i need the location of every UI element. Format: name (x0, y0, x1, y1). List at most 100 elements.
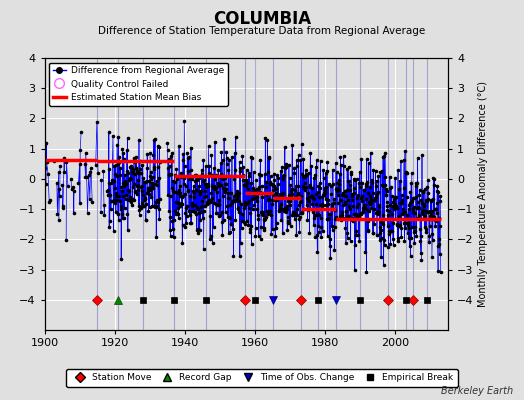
Point (316, 158, 325, 164)
Point (216, 212, 224, 218)
Point (172, 165, 181, 172)
Point (362, 181, 370, 187)
Point (336, 217, 345, 223)
Point (307, 163, 315, 169)
Point (257, 236, 265, 242)
Point (416, 238, 424, 245)
Point (126, 175, 135, 182)
Point (427, 208, 435, 214)
Point (268, 181, 277, 188)
Point (236, 168, 244, 174)
Point (266, 181, 275, 187)
Point (179, 157, 187, 163)
Point (253, 186, 261, 192)
Point (177, 174, 185, 180)
Point (105, 224, 113, 230)
Point (348, 215, 357, 221)
Point (337, 162, 345, 168)
Point (436, 223, 444, 229)
Point (181, 210, 189, 216)
Point (401, 170, 410, 176)
Point (180, 181, 188, 187)
Point (289, 211, 297, 218)
Point (264, 169, 272, 175)
Point (298, 140, 306, 147)
Point (249, 194, 257, 201)
Point (150, 181, 159, 188)
Point (256, 171, 265, 178)
Point (337, 197, 345, 203)
Point (220, 136, 228, 142)
Point (304, 198, 312, 204)
Point (129, 181, 138, 187)
Point (395, 222, 403, 229)
Point (199, 157, 208, 163)
Point (225, 195, 234, 202)
Point (250, 191, 258, 198)
Point (316, 202, 324, 208)
Point (186, 208, 194, 214)
Point (277, 216, 285, 223)
Point (223, 161, 231, 167)
Point (294, 183, 302, 189)
Point (281, 144, 289, 151)
Point (343, 166, 352, 172)
Point (220, 217, 228, 223)
Point (387, 211, 396, 217)
Point (170, 216, 179, 223)
Point (318, 194, 326, 200)
Point (381, 192, 390, 199)
Point (125, 188, 134, 194)
Point (435, 215, 443, 221)
Point (110, 162, 118, 169)
Point (405, 206, 413, 213)
Point (387, 228, 396, 234)
Point (215, 197, 223, 203)
Point (385, 201, 394, 208)
Point (181, 191, 189, 197)
Point (432, 206, 441, 212)
Point (386, 185, 395, 191)
Point (351, 176, 359, 183)
Point (238, 172, 247, 178)
Point (324, 232, 332, 239)
Point (233, 188, 241, 194)
Point (339, 214, 347, 221)
Point (350, 190, 358, 196)
Point (274, 180, 282, 187)
Point (221, 175, 229, 181)
Point (110, 228, 118, 234)
Point (420, 201, 429, 208)
Point (229, 253, 237, 260)
Point (395, 186, 403, 192)
Point (282, 208, 290, 215)
Point (427, 210, 435, 217)
Point (331, 224, 340, 230)
Point (273, 197, 281, 203)
Point (176, 190, 184, 196)
Point (377, 235, 386, 241)
Point (415, 212, 423, 218)
Point (412, 183, 420, 189)
Point (223, 155, 231, 162)
Point (184, 154, 192, 161)
Point (110, 178, 118, 184)
Point (138, 162, 146, 168)
Point (124, 186, 133, 193)
Point (177, 170, 185, 177)
Point (430, 206, 439, 212)
Point (290, 210, 299, 216)
Point (426, 213, 434, 220)
Point (418, 152, 426, 158)
Point (140, 203, 148, 209)
Point (226, 229, 234, 236)
Point (365, 199, 374, 205)
Point (265, 154, 274, 160)
Point (200, 176, 209, 183)
Point (297, 171, 305, 177)
Point (421, 212, 429, 219)
Point (224, 167, 233, 173)
Point (399, 210, 407, 216)
Point (407, 235, 416, 241)
Point (293, 211, 301, 218)
